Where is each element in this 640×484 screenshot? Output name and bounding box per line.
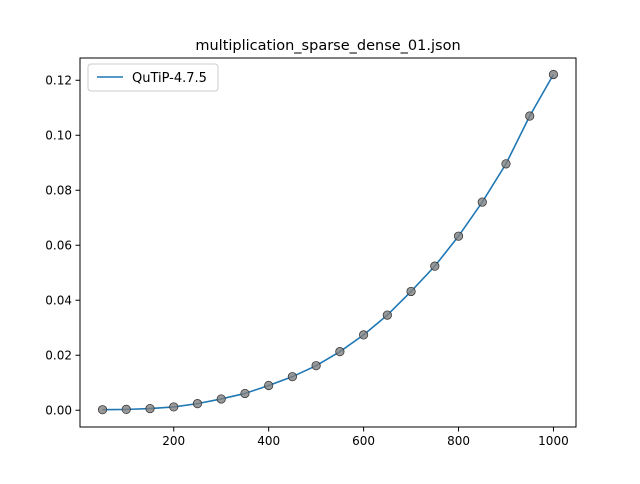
legend: QuTiP-4.7.5 (87, 63, 219, 92)
data-point (145, 403, 155, 414)
x-tick-label: 600 (352, 434, 375, 448)
data-point (430, 261, 440, 271)
y-tick-label: 0.00 (45, 404, 72, 418)
data-point (453, 231, 464, 241)
legend-box (87, 63, 219, 92)
data-point (240, 388, 250, 399)
y-tick-label: 0.10 (45, 129, 72, 143)
y-tick-label: 0.06 (45, 239, 72, 253)
y-tick-label: 0.08 (45, 184, 72, 198)
legend-entry-label: QuTiP-4.7.5 (132, 71, 207, 86)
data-point (216, 394, 226, 404)
data-point (97, 405, 108, 415)
chart-title: multiplication_sparse_dense_01.json (195, 38, 460, 54)
axes: 200 400 600 800 1000 0.00 0.02 0.04 0.06 0.08 0.10… (45, 57, 577, 448)
axes-frame (79, 57, 577, 428)
data-point (287, 372, 297, 382)
x-tick-label: 1000 (538, 434, 569, 448)
y-tick-label: 0.02 (45, 349, 72, 363)
y-tick-label: 0.04 (45, 294, 72, 308)
y-tick-label: 0.12 (45, 74, 72, 88)
data-point (264, 380, 274, 391)
data-point (525, 111, 535, 121)
data-point (548, 69, 559, 80)
x-tick-label: 800 (447, 434, 470, 448)
data-point (501, 159, 511, 169)
data-point (311, 361, 321, 371)
plot-area (97, 69, 559, 415)
data-point (169, 402, 179, 412)
data-point (382, 310, 392, 320)
x-tick-label: 200 (162, 434, 185, 448)
data-point (406, 286, 416, 297)
data-point (121, 404, 131, 414)
data-point (477, 197, 487, 207)
data-point (192, 399, 203, 409)
data-point (358, 330, 369, 340)
x-tick-label: 400 (257, 434, 280, 448)
data-point (335, 347, 345, 357)
